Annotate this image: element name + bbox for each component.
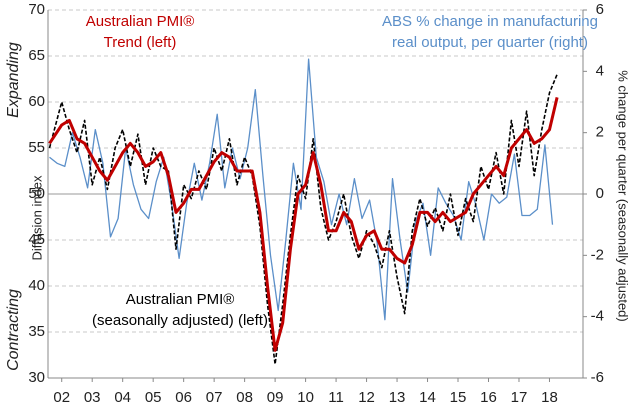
y-tick-label: 50 [28, 185, 45, 202]
series-line [48, 97, 559, 352]
y2-tick-label: -6 [591, 369, 604, 386]
y2-tick-label: 4 [596, 62, 604, 79]
y2-tick-label: 6 [596, 1, 604, 18]
x-tick-label: 05 [145, 389, 162, 406]
x-tick-label: 11 [328, 389, 344, 406]
x-tick-label: 14 [419, 389, 436, 406]
x-tick-label: 17 [511, 389, 528, 406]
legend-label: Australian PMI® [86, 13, 195, 30]
y2-axis-title: % change per quarter (seasonally adjuste… [616, 70, 631, 321]
legend-label: ABS % change in manufacturing [382, 13, 598, 30]
y2-tick-label: 2 [596, 124, 604, 141]
y2-tick-label: -2 [591, 246, 604, 263]
x-tick-label: 10 [297, 389, 314, 406]
x-tick-label: 18 [541, 389, 558, 406]
x-tick-label: 13 [389, 389, 406, 406]
legend-label: Trend (left) [104, 34, 177, 51]
annotation: Expanding [5, 42, 22, 118]
x-tick-label: 07 [206, 389, 223, 406]
y-tick-label: 70 [28, 1, 45, 18]
x-tick-label: 03 [84, 389, 101, 406]
y-tick-label: 55 [28, 139, 45, 156]
legend-label: real output, per quarter (right) [392, 34, 588, 51]
x-tick-label: 09 [267, 389, 284, 406]
y2-tick-label: -4 [591, 308, 604, 325]
x-tick-label: 02 [53, 389, 70, 406]
x-tick-label: 12 [358, 389, 375, 406]
y-tick-label: 65 [28, 47, 45, 64]
y2-tick-label: 0 [596, 185, 604, 202]
y-tick-label: 30 [28, 369, 45, 386]
y-tick-label: 40 [28, 277, 45, 294]
y-axis-title: Diffusion index [29, 175, 44, 261]
annotation: Contracting [5, 289, 22, 371]
x-tick-label: 15 [450, 389, 467, 406]
series-line [48, 74, 558, 365]
x-tick-label: 16 [480, 389, 497, 406]
y-tick-label: 45 [28, 231, 45, 248]
y-tick-label: 35 [28, 323, 45, 340]
x-tick-label: 04 [114, 389, 131, 406]
legend-label: Australian PMI® [126, 291, 235, 308]
series-line [49, 58, 554, 321]
x-tick-label: 08 [236, 389, 253, 406]
y-tick-label: 60 [28, 93, 45, 110]
x-tick-label: 06 [175, 389, 192, 406]
legend-label: (seasonally adjusted) (left) [92, 312, 268, 329]
